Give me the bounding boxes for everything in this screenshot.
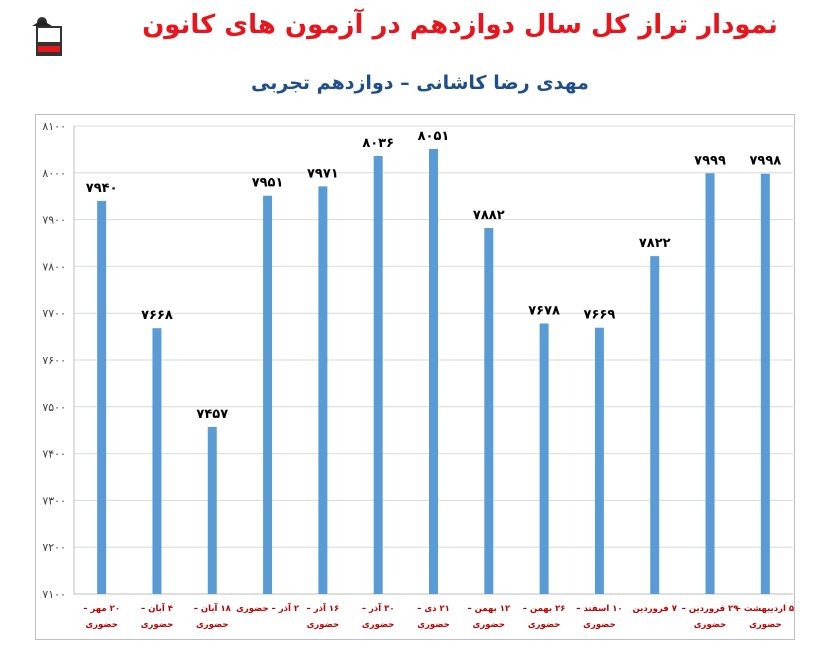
bar <box>97 200 107 594</box>
x-tick-label: ۲ آذر – حضوری <box>236 602 300 614</box>
bar-value-label: ۷۹۴۰ <box>86 181 118 196</box>
bar-value-label: ۷۹۵۱ <box>252 176 284 191</box>
chart-title: نمودار تراز کل سال دوازدهم در آزمون های … <box>142 10 778 40</box>
y-tick-label: ۷۶۰۰ <box>42 354 66 367</box>
x-tick-label-line2: حضوری <box>307 620 340 630</box>
bar <box>760 173 770 594</box>
x-tick-label-line2: حضوری <box>362 620 395 630</box>
bar-value-label: ۸۰۵۱ <box>418 129 450 144</box>
logo <box>22 12 76 62</box>
bar-value-label: ۷۹۷۱ <box>307 166 339 181</box>
x-tick-label-line2: حضوری <box>694 620 727 630</box>
bar <box>263 195 273 594</box>
x-tick-label-line2: حضوری <box>473 620 506 630</box>
x-tick-label: ۱۶ آذر – <box>307 602 340 614</box>
chart-subtitle: مهدی رضا کاشانی – دوازدهم تجربی <box>251 72 589 94</box>
bar <box>539 323 549 594</box>
x-tick-label: ۵ اردیبهشت – <box>737 604 794 614</box>
bar-value-label: ۷۸۸۲ <box>473 208 505 223</box>
bar <box>373 155 383 594</box>
x-tick-label: ۲۹ فروردین – <box>682 604 740 614</box>
y-tick-label: ۷۳۰۰ <box>42 494 66 507</box>
x-tick-label-line2: حضوری <box>196 620 229 630</box>
bar <box>705 173 715 594</box>
bar <box>152 328 162 594</box>
y-tick-label: ۷۹۰۰ <box>42 214 66 227</box>
y-tick-label: ۷۷۰۰ <box>42 307 66 320</box>
bar-value-label: ۷۹۹۸ <box>749 154 781 169</box>
bar <box>318 186 328 594</box>
x-tick-label: ۲۶ بهمن – <box>523 604 566 614</box>
y-tick-label: ۷۵۰۰ <box>42 401 66 414</box>
bar-value-label: ۷۶۶۹ <box>584 308 616 323</box>
x-tick-label: ۱۸ آبان – <box>194 602 232 614</box>
x-tick-label: ۲۱ دی – <box>417 604 450 614</box>
bar-value-label: ۷۸۲۲ <box>639 236 671 251</box>
bar <box>650 256 660 594</box>
y-tick-label: ۸۱۰۰ <box>42 120 66 133</box>
bar <box>207 426 217 594</box>
bar <box>594 327 604 594</box>
bar-value-label: ۷۹۹۹ <box>694 153 726 168</box>
y-tick-label: ۸۰۰۰ <box>42 167 66 180</box>
bar-value-label: ۷۴۵۷ <box>196 407 228 422</box>
bar <box>484 228 494 595</box>
x-tick-label-line2: حضوری <box>141 620 174 630</box>
x-tick-label: ۱۰ اسفند – <box>576 604 622 614</box>
x-tick-label: ۷ فروردین <box>633 604 678 614</box>
bar-value-label: ۷۶۷۸ <box>528 303 560 318</box>
x-tick-label: ۲۰ مهر – <box>83 604 120 614</box>
x-tick-label-line2: حضوری <box>583 620 616 630</box>
y-tick-label: ۷۱۰۰ <box>42 588 66 601</box>
x-tick-label-line2: حضوری <box>85 620 118 630</box>
y-tick-label: ۷۲۰۰ <box>42 541 66 554</box>
x-tick-label-line2: حضوری <box>528 620 561 630</box>
x-tick-label-line2: حضوری <box>417 620 450 630</box>
bar <box>429 148 438 594</box>
x-tick-label-line2: حضوری <box>749 620 782 630</box>
y-tick-label: ۷۴۰۰ <box>42 448 66 461</box>
x-tick-label: ۴ آبان – <box>141 602 173 614</box>
x-tick-label: ۱۲ بهمن – <box>467 604 511 614</box>
bar-value-label: ۸۰۳۶ <box>362 136 394 151</box>
chart-frame <box>35 114 795 640</box>
bar-value-label: ۷۶۶۸ <box>141 308 173 323</box>
y-tick-label: ۷۸۰۰ <box>42 260 66 273</box>
x-tick-label: ۳۰ آذر – <box>362 602 395 614</box>
